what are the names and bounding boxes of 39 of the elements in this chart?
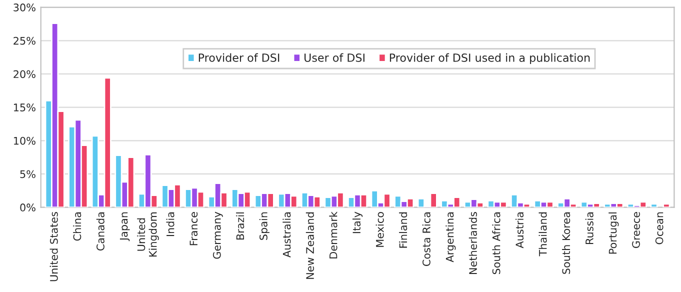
x-tick-label: Austria xyxy=(515,212,524,248)
y-tick-label: 5% xyxy=(20,170,36,178)
legend-label: Provider of DSI used in a publication xyxy=(390,53,590,64)
x-tick-label: Japan xyxy=(120,212,130,242)
y-tick-label: 25% xyxy=(14,36,36,45)
x-tick-label: Italy xyxy=(352,212,363,234)
x-tick-label: Russia xyxy=(585,212,594,244)
x-tick-label: Spain xyxy=(259,212,270,240)
y-tick-label: 0% xyxy=(20,204,36,212)
x-tick-label: Denmark xyxy=(329,212,338,258)
x-tick-label: South Africa xyxy=(492,212,500,274)
x-tick-label: Finland xyxy=(399,212,408,248)
x-tick-label: United States xyxy=(50,212,58,282)
x-tick-label: Portugal xyxy=(608,212,619,254)
x-tick-label: South Korea xyxy=(562,212,570,274)
legend-label: User of DSI xyxy=(304,53,364,62)
x-tick-label: Australia xyxy=(282,212,291,258)
x-tick-label: Ocean xyxy=(655,212,664,244)
x-tick-label: China xyxy=(73,212,82,241)
x-tick-label: Mexico xyxy=(376,212,384,247)
x-tick-label: Netherlands xyxy=(468,212,477,274)
y-tick-label: 30% xyxy=(14,4,36,12)
bar xyxy=(650,203,658,208)
x-tick-label: Thailand xyxy=(538,212,547,256)
x-tick-label: Germany xyxy=(212,212,223,259)
legend-label: Provider of DSI xyxy=(198,53,280,62)
y-tick-label: 20% xyxy=(14,70,36,78)
x-tick-label: New Zealand xyxy=(306,212,314,279)
x-tick-label: Greece xyxy=(632,212,640,248)
y-tick-label: 10% xyxy=(14,136,36,145)
x-tick-label: United Kingdom xyxy=(137,212,159,257)
x-tick-label: France xyxy=(190,212,198,246)
x-tick-label: Argentina xyxy=(446,212,456,262)
x-tick-label: Canada xyxy=(96,212,104,251)
x-tick-label: India xyxy=(166,212,174,236)
y-tick-label: 15% xyxy=(14,104,36,112)
x-tick-label: Costa Rica xyxy=(422,212,430,266)
x-tick-label: Brazil xyxy=(236,212,244,240)
bar xyxy=(662,203,670,208)
